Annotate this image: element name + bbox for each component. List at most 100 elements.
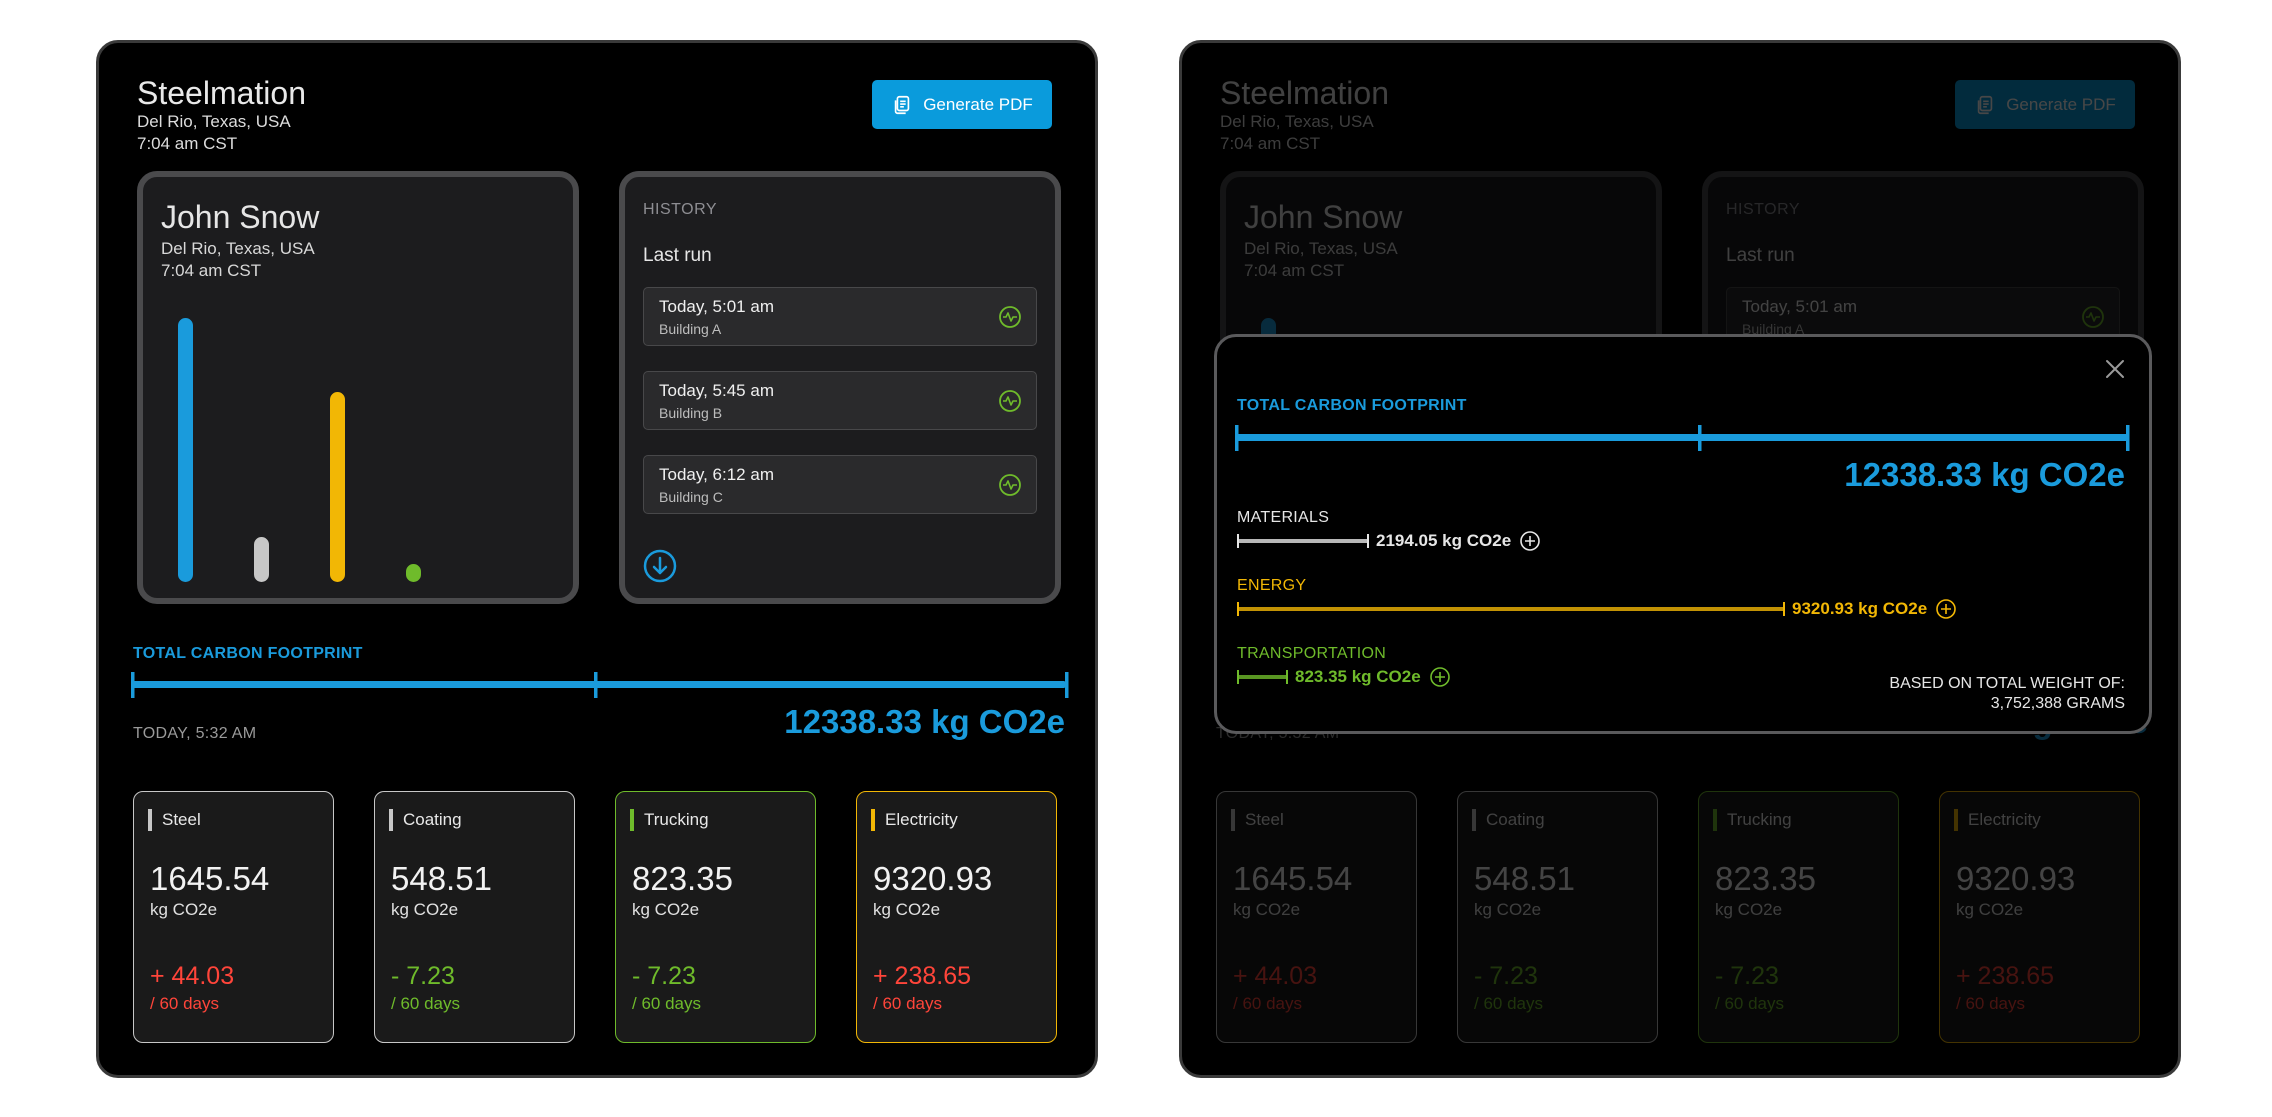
- profile-name: John Snow: [161, 199, 320, 235]
- stat-name: Steel: [1231, 809, 1284, 831]
- stat-change: - 7.23: [1715, 962, 1779, 990]
- stat-card-trucking[interactable]: Trucking 823.35 kg CO2e - 7.23 / 60 days: [615, 791, 816, 1043]
- activity-pulse-icon[interactable]: [998, 305, 1022, 329]
- total-weight-value: 3,752,388 GRAMS: [1990, 695, 2125, 712]
- stat-change: + 44.03: [150, 962, 235, 990]
- stat-period: / 60 days: [873, 994, 942, 1013]
- history-item-time: Today, 5:01 am: [1742, 297, 1857, 316]
- chart-bar-coating: [254, 537, 269, 582]
- chart-bar-electricity: [330, 392, 345, 582]
- stat-card-coating[interactable]: Coating 548.51 kg CO2e - 7.23 / 60 days: [1457, 791, 1658, 1043]
- stat-card-electricity[interactable]: Electricity 9320.93 kg CO2e + 238.65 / 60 da…: [1939, 791, 2140, 1043]
- stat-card-steel[interactable]: Steel 1645.54 kg CO2e + 44.03 / 60 days: [133, 791, 334, 1043]
- activity-pulse-icon[interactable]: [998, 389, 1022, 413]
- stat-change: - 7.23: [1474, 962, 1538, 990]
- app-location: Del Rio, Texas, USA: [1220, 112, 1374, 131]
- document-copy-icon: [1977, 95, 1993, 114]
- generate-pdf-button[interactable]: Generate PDF: [1955, 80, 2135, 129]
- history-label: HISTORY: [1726, 201, 1801, 218]
- stat-unit: kg CO2e: [1715, 900, 1783, 919]
- app-time: 7:04 am CST: [1220, 134, 1321, 153]
- stat-period: / 60 days: [1233, 994, 1302, 1013]
- stat-value: 548.51: [1474, 860, 1575, 897]
- plus-circle-icon[interactable]: [1519, 530, 1541, 552]
- chart-bar-steel: [178, 318, 193, 582]
- breakdown-bar: [1237, 534, 1369, 548]
- breakdown-value: 2194.05 kg CO2e: [1376, 531, 1512, 550]
- stat-name: Electricity: [871, 809, 958, 831]
- stat-card-electricity[interactable]: Electricity 9320.93 kg CO2e + 238.65 / 60 da…: [856, 791, 1057, 1043]
- stat-value: 1645.54: [150, 860, 270, 897]
- stat-name: Electricity: [1954, 809, 2041, 831]
- breakdown-value: 9320.93 kg CO2e: [1792, 599, 1928, 618]
- profile-card: John Snow Del Rio, Texas, USA 7:04 am CST: [137, 171, 579, 604]
- stat-card-steel[interactable]: Steel 1645.54 kg CO2e + 44.03 / 60 days: [1216, 791, 1417, 1043]
- total-weight-note: BASED ON TOTAL WEIGHT OF: 3,752,388 GRAMS: [1889, 674, 2125, 714]
- history-last-run: Last run: [1726, 245, 1795, 266]
- history-item[interactable]: Today, 5:45 am Building B: [643, 371, 1037, 430]
- breakdown-bar: [1237, 602, 1785, 616]
- stat-unit: kg CO2e: [1474, 900, 1542, 919]
- stat-value: 9320.93: [873, 860, 993, 897]
- total-footprint-value: 12338.33 kg CO2e: [784, 703, 1065, 740]
- plus-circle-icon[interactable]: [1429, 666, 1451, 688]
- total-footprint-label: TOTAL CARBON FOOTPRINT: [133, 645, 363, 662]
- generate-pdf-label: Generate PDF: [2006, 94, 2116, 114]
- stat-period: / 60 days: [1956, 994, 2025, 1013]
- stat-change: - 7.23: [391, 962, 455, 990]
- app-time: 7:04 am CST: [137, 134, 238, 153]
- stat-name: Trucking: [630, 809, 709, 831]
- stat-unit: kg CO2e: [1233, 900, 1301, 919]
- footprint-detail-modal: TOTAL CARBON FOOTPRINT 12338.33 kg CO2e MA…: [1214, 334, 2152, 734]
- stat-change: + 238.65: [873, 962, 972, 990]
- history-item[interactable]: Today, 6:12 am Building C: [643, 455, 1037, 514]
- activity-pulse-icon[interactable]: [2081, 305, 2105, 329]
- stat-value: 1645.54: [1233, 860, 1353, 897]
- close-icon[interactable]: [2103, 357, 2127, 381]
- history-last-run: Last run: [643, 245, 712, 266]
- stat-period: / 60 days: [1474, 994, 1543, 1013]
- total-footprint-bar: [131, 672, 1069, 698]
- chart-bar-trucking: [406, 564, 421, 582]
- breakdown-value: 823.35 kg CO2e: [1295, 667, 1421, 686]
- history-item[interactable]: Today, 5:01 am Building A: [643, 287, 1037, 346]
- stat-card-trucking[interactable]: Trucking 823.35 kg CO2e - 7.23 / 60 days: [1698, 791, 1899, 1043]
- stat-name: Steel: [148, 809, 201, 831]
- app-location: Del Rio, Texas, USA: [137, 112, 291, 131]
- footprint-date: TODAY, 5:32 AM: [133, 725, 257, 742]
- stat-unit: kg CO2e: [150, 900, 218, 919]
- history-item-building: Building A: [1742, 321, 1805, 337]
- stat-name: Trucking: [1713, 809, 1792, 831]
- breakdown-bar: [1237, 670, 1288, 684]
- stat-period: / 60 days: [150, 994, 219, 1013]
- profile-location: Del Rio, Texas, USA: [1244, 239, 1398, 258]
- stat-period: / 60 days: [632, 994, 701, 1013]
- stat-card-coating[interactable]: Coating 548.51 kg CO2e - 7.23 / 60 days: [374, 791, 575, 1043]
- arrow-down-circle-icon[interactable]: [643, 549, 677, 583]
- stat-change: + 44.03: [1233, 962, 1318, 990]
- profile-time: 7:04 am CST: [1244, 261, 1345, 280]
- dashboard-screen-with-modal: Steelmation Del Rio, Texas, USA 7:04 am CS…: [1179, 40, 2181, 1078]
- plus-circle-icon[interactable]: [1935, 598, 1957, 620]
- stat-unit: kg CO2e: [873, 900, 941, 919]
- breakdown-label: ENERGY: [1237, 577, 1307, 594]
- generate-pdf-button[interactable]: Generate PDF: [872, 80, 1052, 129]
- app-title: Steelmation: [1220, 75, 1389, 111]
- history-item-building: Building A: [659, 321, 722, 337]
- stat-value: 9320.93: [1956, 860, 2076, 897]
- generate-pdf-label: Generate PDF: [923, 94, 1033, 114]
- stat-change: + 238.65: [1956, 962, 2055, 990]
- stat-change: - 7.23: [632, 962, 696, 990]
- stat-value: 823.35: [1715, 860, 1816, 897]
- stat-unit: kg CO2e: [391, 900, 459, 919]
- activity-pulse-icon[interactable]: [998, 473, 1022, 497]
- stat-name: Coating: [1472, 809, 1545, 831]
- modal-footprint-label: TOTAL CARBON FOOTPRINT: [1237, 397, 1467, 414]
- stat-name: Coating: [389, 809, 462, 831]
- history-label: HISTORY: [643, 201, 718, 218]
- stat-value: 823.35: [632, 860, 733, 897]
- profile-time: 7:04 am CST: [161, 261, 262, 280]
- history-item-time: Today, 6:12 am: [659, 465, 774, 484]
- history-item-building: Building B: [659, 405, 723, 421]
